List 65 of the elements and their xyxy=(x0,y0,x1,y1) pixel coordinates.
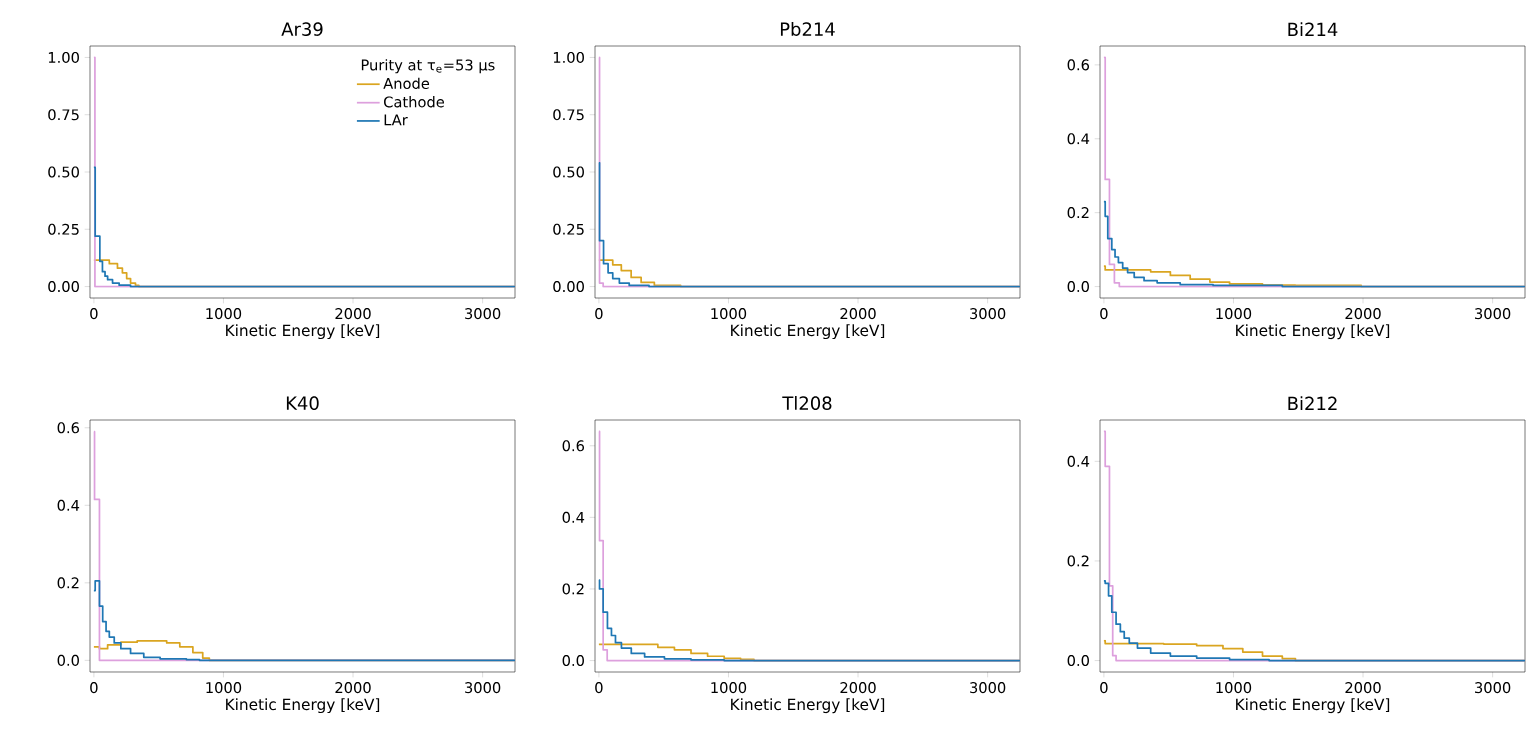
y-tick-label: 0.4 xyxy=(1067,455,1090,467)
y-tick-label: 0.75 xyxy=(553,109,584,121)
legend-label: Anode xyxy=(383,77,430,89)
x-axis-title: Kinetic Energy [keV] xyxy=(1236,698,1390,714)
x-tick-label: 3000 xyxy=(1475,682,1511,694)
x-axis-title: Kinetic Energy [keV] xyxy=(226,698,380,714)
x-tick-label: 2000 xyxy=(335,308,371,320)
y-tick-label: 0.50 xyxy=(553,166,584,178)
chart-title: K40 xyxy=(286,396,319,410)
y-tick-label: 0.6 xyxy=(57,422,80,434)
x-tick-label: 2000 xyxy=(1345,682,1381,694)
x-tick-label: 1000 xyxy=(1216,308,1252,320)
y-tick-label: 0.4 xyxy=(562,511,585,523)
y-tick-label: 0.6 xyxy=(1067,59,1090,71)
y-tick-label: 0.2 xyxy=(1067,207,1089,219)
x-tick-label: 1000 xyxy=(206,308,242,320)
y-tick-label: 0.25 xyxy=(553,223,584,235)
x-tick-label: 2000 xyxy=(840,682,876,694)
legend-label: LAr xyxy=(384,114,408,126)
chart-title: Bi214 xyxy=(1288,22,1338,36)
x-tick-label: 2000 xyxy=(335,682,371,694)
y-tick-label: 0.50 xyxy=(48,166,79,178)
y-tick-label: 0.0 xyxy=(562,655,584,667)
y-tick-label: 0.0 xyxy=(1067,655,1089,667)
y-tick-label: 1.00 xyxy=(553,51,584,64)
legend-title: Purity at τ$_{e}$=53 μs xyxy=(361,59,495,74)
chart-title: Pb214 xyxy=(780,22,835,36)
y-tick-label: 0.00 xyxy=(553,281,584,293)
y-tick-label: 0.2 xyxy=(1067,555,1089,567)
y-tick-label: 0.2 xyxy=(57,577,79,589)
x-tick-label: 3000 xyxy=(970,308,1006,320)
x-tick-label: 1000 xyxy=(1216,682,1252,694)
y-tick-label: 0.4 xyxy=(57,499,80,511)
y-tick-label: 0.25 xyxy=(48,223,79,235)
x-tick-label: 3000 xyxy=(1475,308,1511,320)
x-axis-title: Kinetic Energy [keV] xyxy=(226,324,380,340)
x-tick-label: 0 xyxy=(90,682,98,694)
x-tick-label: 0 xyxy=(595,308,603,320)
y-tick-label: 0.00 xyxy=(48,281,79,293)
y-tick-label: 0.0 xyxy=(1067,281,1089,293)
chart-title: Bi212 xyxy=(1288,396,1337,410)
x-axis-title: Kinetic Energy [keV] xyxy=(1236,324,1390,340)
x-tick-label: 0 xyxy=(1100,308,1108,320)
x-tick-label: 3000 xyxy=(465,682,501,694)
legend-label: Cathode xyxy=(384,96,445,108)
x-tick-label: 1000 xyxy=(206,682,242,694)
x-axis-title: Kinetic Energy [keV] xyxy=(731,698,885,714)
x-tick-label: 0 xyxy=(1100,682,1108,694)
chart-title: Tl208 xyxy=(782,396,832,410)
x-tick-label: 1000 xyxy=(711,308,747,320)
x-tick-label: 0 xyxy=(595,682,603,694)
chart-title: Ar39 xyxy=(281,22,323,36)
x-tick-label: 2000 xyxy=(1345,308,1381,320)
y-tick-label: 0.0 xyxy=(57,654,79,666)
x-tick-label: 3000 xyxy=(465,308,501,320)
y-tick-label: 0.4 xyxy=(1067,133,1090,145)
x-tick-label: 0 xyxy=(90,308,98,320)
x-axis-title: Kinetic Energy [keV] xyxy=(731,324,885,340)
y-tick-label: 0.75 xyxy=(48,109,79,121)
x-tick-label: 1000 xyxy=(711,682,747,694)
y-tick-label: 0.2 xyxy=(562,583,584,595)
x-tick-label: 2000 xyxy=(840,308,876,320)
x-tick-label: 3000 xyxy=(970,682,1006,694)
y-tick-label: 0.6 xyxy=(562,440,585,452)
y-tick-label: 1.00 xyxy=(48,51,79,64)
